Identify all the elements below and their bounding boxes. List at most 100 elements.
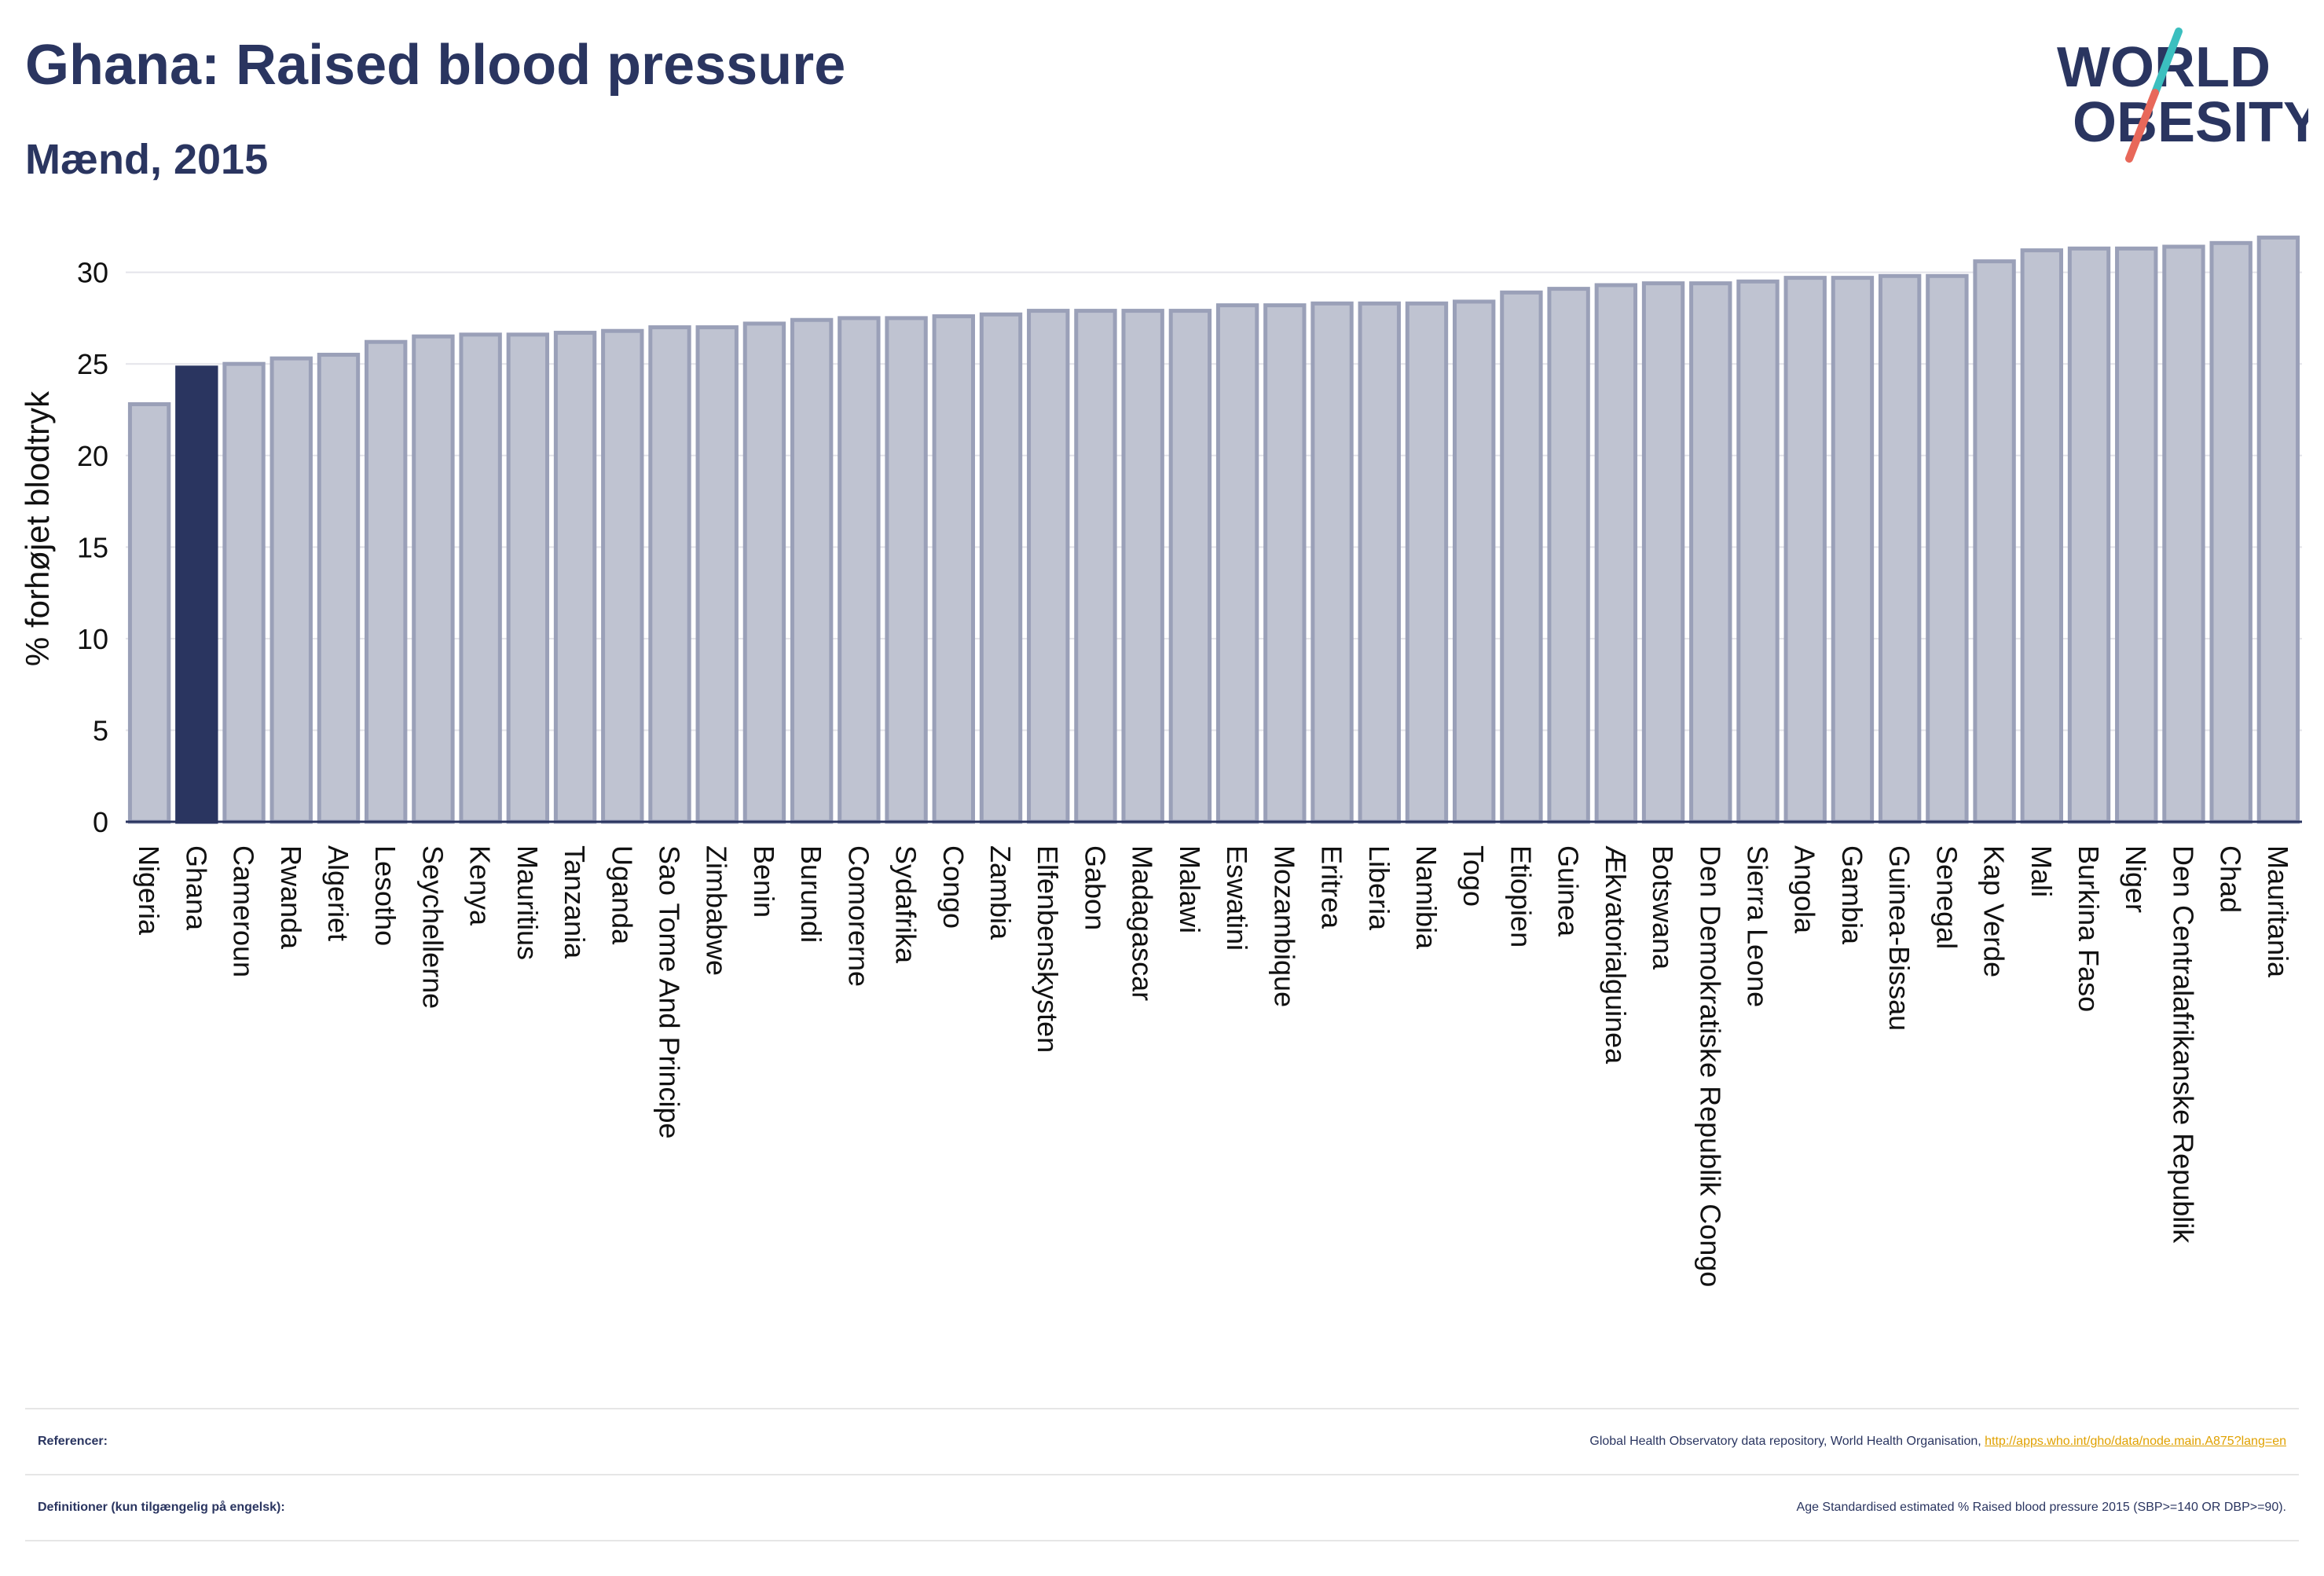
- x-tick-label: Togo: [1457, 845, 1490, 907]
- bar-angola[interactable]: [1783, 276, 1827, 824]
- x-tick-label: Sydafrika: [890, 845, 922, 964]
- definitions-value: Age Standardised estimated % Raised bloo…: [1796, 1501, 2286, 1514]
- x-tick-label: Chad: [2215, 845, 2247, 913]
- bar-ækvatorialguinea[interactable]: [1594, 283, 1638, 824]
- footer-divider-middle: [25, 1474, 2299, 1475]
- x-tick-label: Mozambique: [1268, 845, 1300, 1007]
- x-tick-label: Congo: [937, 845, 970, 929]
- bar-zambia[interactable]: [979, 312, 1023, 824]
- x-tick-label: Botswana: [1647, 845, 1679, 970]
- references-label: Referencer:: [38, 1435, 108, 1448]
- x-tick-label: Nigeria: [133, 845, 165, 936]
- bar-etiopien[interactable]: [1500, 290, 1543, 824]
- x-tick-label: Gambia: [1836, 845, 1868, 945]
- bar-cameroun[interactable]: [222, 361, 266, 824]
- logo-slash-bottom: [2125, 89, 2159, 163]
- x-tick-label: Den Centralafrikanske Republik: [2167, 845, 2199, 1244]
- bar-eritrea[interactable]: [1310, 301, 1354, 824]
- x-tick-label: Kap Verde: [1978, 845, 2011, 977]
- bar-sydafrika[interactable]: [885, 316, 928, 824]
- bar-den-centralafrikanske-republik[interactable]: [2162, 244, 2205, 824]
- y-tick-label: 25: [77, 348, 108, 380]
- x-tick-label: Guinea: [1552, 845, 1585, 937]
- x-tick-label: Tanzania: [559, 845, 591, 959]
- bar-liberia[interactable]: [1358, 301, 1401, 824]
- references-value: Global Health Observatory data repositor…: [1589, 1435, 2299, 1449]
- x-tick-label: Senegal: [1930, 845, 1963, 949]
- x-tick-label: Malawi: [1174, 845, 1206, 933]
- bar-benin[interactable]: [742, 321, 786, 824]
- x-tick-label: Comorerne: [842, 845, 874, 987]
- bar-den-demokratiske-republik-congo[interactable]: [1689, 281, 1732, 824]
- x-tick-label: Angola: [1789, 845, 1821, 934]
- bar-ghana[interactable]: [175, 365, 218, 824]
- x-tick-label: Elfenbenskysten: [1032, 845, 1064, 1053]
- references-text: Global Health Observatory data repositor…: [1589, 1435, 1985, 1448]
- bar-malawi[interactable]: [1168, 309, 1212, 824]
- footer-definitions-row: Definitioner (kun tilgængelig på engelsk…: [25, 1475, 2299, 1540]
- bar-burundi[interactable]: [790, 317, 834, 824]
- bar-algeriet[interactable]: [317, 353, 361, 824]
- bar-eswatini[interactable]: [1215, 303, 1259, 824]
- bar-gabon[interactable]: [1074, 309, 1117, 824]
- bar-tanzania[interactable]: [553, 331, 597, 824]
- bar-namibia[interactable]: [1405, 301, 1449, 824]
- bar-sao-tome-and-principe[interactable]: [648, 325, 691, 824]
- x-tick-label: Sierra Leone: [1742, 845, 1774, 1007]
- page-subtitle: Mænd, 2015: [25, 136, 269, 183]
- bar-comorerne[interactable]: [838, 316, 881, 824]
- bar-elfenbenskysten[interactable]: [1027, 309, 1070, 824]
- y-axis-label: % forhøjet blodtryk: [19, 390, 56, 666]
- x-tick-label: Ghana: [180, 845, 212, 931]
- x-tick-label: Benin: [748, 845, 780, 918]
- bar-zimbabwe[interactable]: [695, 325, 739, 824]
- footer-divider-bottom: [25, 1540, 2299, 1541]
- x-tick-label: Rwanda: [275, 845, 307, 950]
- bar-nigeria[interactable]: [127, 401, 171, 824]
- bar-mauritania[interactable]: [2256, 235, 2300, 824]
- x-tick-label: Burundi: [795, 845, 827, 943]
- definitions-label: Definitioner (kun tilgængelig på engelsk…: [38, 1501, 285, 1514]
- y-tick-labels: 0 5 10 15 20 25 30: [77, 257, 108, 838]
- bar-guinea[interactable]: [1547, 287, 1590, 824]
- bar-gambia[interactable]: [1831, 276, 1875, 824]
- bar-congo[interactable]: [932, 314, 975, 824]
- footer-references-row: Referencer: Global Health Observatory da…: [25, 1409, 2299, 1474]
- references-link[interactable]: http://apps.who.int/gho/data/node.main.A…: [1985, 1435, 2286, 1448]
- y-tick-label: 15: [77, 531, 108, 563]
- y-tick-label: 10: [77, 623, 108, 655]
- x-tick-label: Liberia: [1363, 845, 1395, 931]
- bar-kap-verde[interactable]: [1973, 259, 2016, 824]
- bar-uganda[interactable]: [601, 328, 644, 824]
- bar-sierra-leone[interactable]: [1736, 279, 1780, 824]
- x-tick-label: Madagascar: [1127, 845, 1159, 1001]
- x-tick-label: Niger: [2120, 845, 2152, 913]
- x-tick-label: Zimbabwe: [701, 845, 733, 976]
- bar-togo[interactable]: [1453, 299, 1496, 824]
- bar-rwanda[interactable]: [269, 356, 313, 824]
- bar-botswana[interactable]: [1641, 281, 1685, 824]
- bar-burkina-faso[interactable]: [2067, 246, 2111, 824]
- x-tick-label: Mauritania: [2262, 845, 2294, 978]
- bar-mozambique[interactable]: [1263, 303, 1307, 824]
- x-tick-label: Ækvatorialguinea: [1600, 845, 1632, 1065]
- bar-madagascar[interactable]: [1121, 309, 1164, 824]
- bars: [127, 235, 2300, 824]
- bar-lesotho[interactable]: [365, 339, 408, 824]
- bar-mali[interactable]: [2020, 248, 2063, 824]
- bar-kenya[interactable]: [459, 332, 502, 824]
- x-tick-label: Seychellerne: [416, 845, 449, 1009]
- bar-chad[interactable]: [2209, 240, 2253, 824]
- logo-slash-top: [2151, 27, 2183, 97]
- bar-seychellerne[interactable]: [412, 334, 455, 824]
- x-tick-label: Eritrea: [1316, 845, 1348, 929]
- x-tick-label: Uganda: [606, 845, 638, 945]
- bar-niger[interactable]: [2115, 246, 2158, 824]
- x-tick-labels: Nigeria Ghana Cameroun Rwanda Algeriet Lesoth…: [133, 845, 2294, 1287]
- bar-senegal[interactable]: [1926, 273, 1969, 824]
- bar-mauritius[interactable]: [506, 332, 550, 824]
- x-tick-label: Gabon: [1079, 845, 1111, 930]
- bar-guinea-bissau[interactable]: [1878, 273, 1922, 824]
- y-tick-label: 5: [93, 714, 108, 746]
- x-tick-label: Zambia: [984, 845, 1017, 940]
